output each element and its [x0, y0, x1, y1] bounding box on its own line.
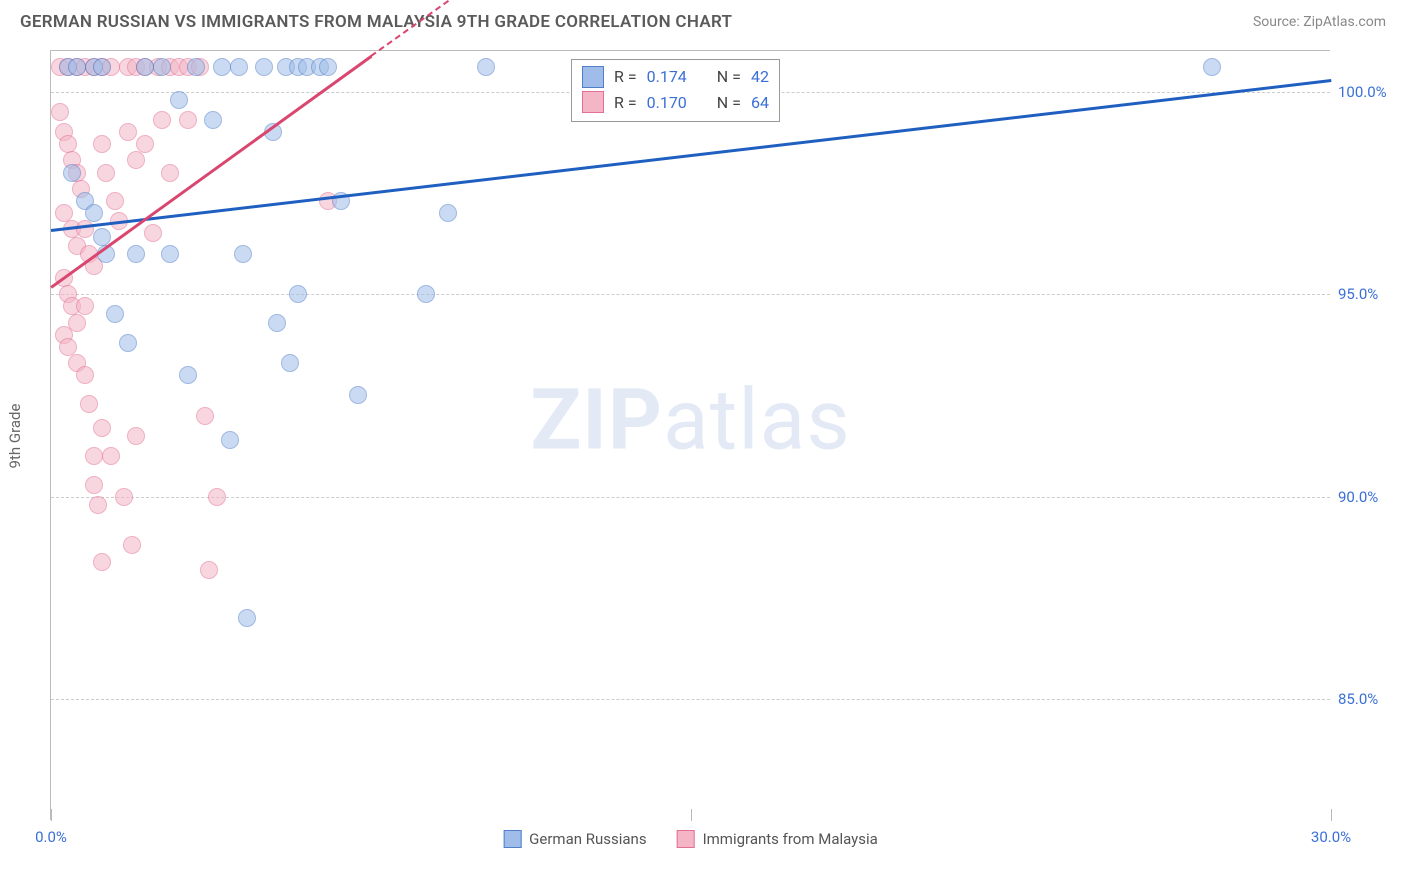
gridline	[51, 294, 1330, 295]
r-label: R =	[614, 90, 637, 116]
x-tick-label: 30.0%	[1311, 828, 1351, 846]
scatter-point	[281, 354, 299, 372]
scatter-point	[136, 135, 154, 153]
scatter-point	[119, 123, 137, 141]
x-tick	[1331, 809, 1332, 821]
y-tick-label: 95.0%	[1338, 285, 1398, 303]
scatter-point	[85, 204, 103, 222]
scatter-point	[80, 395, 98, 413]
scatter-point	[119, 334, 137, 352]
scatter-point	[161, 245, 179, 263]
legend-item: Immigrants from Malaysia	[677, 830, 878, 848]
scatter-point	[51, 103, 69, 121]
correlation-row: R = 0.170 N = 64	[582, 90, 769, 116]
gridline	[51, 699, 1330, 700]
legend-swatch	[503, 830, 521, 848]
n-value: 64	[751, 90, 769, 116]
scatter-point	[477, 58, 495, 76]
scatter-point	[136, 58, 154, 76]
scatter-point	[179, 111, 197, 129]
scatter-point	[123, 536, 141, 554]
legend-label: Immigrants from Malaysia	[703, 830, 878, 848]
y-axis-label: 9th Grade	[6, 403, 24, 468]
scatter-point	[93, 58, 111, 76]
scatter-point	[187, 58, 205, 76]
n-label: N =	[717, 64, 741, 90]
scatter-point	[59, 338, 77, 356]
y-tick-label: 90.0%	[1338, 488, 1398, 506]
scatter-point	[213, 58, 231, 76]
x-tick-label: 0.0%	[35, 828, 67, 846]
legend-swatch	[582, 91, 604, 113]
scatter-point	[221, 431, 239, 449]
scatter-point	[93, 135, 111, 153]
scatter-point	[97, 164, 115, 182]
scatter-point	[289, 285, 307, 303]
scatter-point	[63, 164, 81, 182]
scatter-point	[230, 58, 248, 76]
scatter-point	[127, 245, 145, 263]
r-value: 0.170	[647, 90, 687, 116]
y-tick-label: 100.0%	[1338, 83, 1398, 101]
scatter-point	[68, 58, 86, 76]
scatter-point	[417, 285, 435, 303]
scatter-point	[127, 151, 145, 169]
scatter-point	[196, 407, 214, 425]
scatter-point	[85, 476, 103, 494]
watermark-light: atlas	[663, 371, 851, 470]
scatter-point	[144, 224, 162, 242]
scatter-point	[234, 245, 252, 263]
scatter-point	[439, 204, 457, 222]
scatter-point	[161, 164, 179, 182]
scatter-point	[153, 111, 171, 129]
scatter-point	[208, 488, 226, 506]
scatter-point	[255, 58, 273, 76]
scatter-point	[319, 58, 337, 76]
x-tick	[51, 809, 52, 821]
scatter-point	[153, 58, 171, 76]
scatter-point	[106, 305, 124, 323]
source-label: Source: ZipAtlas.com	[1253, 14, 1386, 30]
scatter-point	[93, 419, 111, 437]
scatter-point	[76, 297, 94, 315]
correlation-row: R = 0.174 N = 42	[582, 64, 769, 90]
scatter-point	[59, 135, 77, 153]
legend-label: German Russians	[529, 830, 646, 848]
x-tick	[691, 809, 692, 821]
scatter-point	[85, 447, 103, 465]
r-value: 0.174	[647, 64, 687, 90]
scatter-point	[76, 366, 94, 384]
scatter-point	[1203, 58, 1221, 76]
gridline	[51, 497, 1330, 498]
series-legend: German Russians Immigrants from Malaysia	[503, 830, 878, 848]
scatter-point	[93, 553, 111, 571]
correlation-legend: R = 0.174 N = 42 R = 0.170 N = 64	[571, 59, 780, 122]
scatter-point	[179, 366, 197, 384]
n-label: N =	[717, 90, 741, 116]
scatter-point	[115, 488, 133, 506]
y-tick-label: 85.0%	[1338, 690, 1398, 708]
scatter-point	[204, 111, 222, 129]
watermark: ZIPatlas	[530, 371, 850, 470]
r-label: R =	[614, 64, 637, 90]
scatter-point	[127, 427, 145, 445]
scatter-point	[55, 204, 73, 222]
legend-swatch	[582, 66, 604, 88]
correlation-scatter-chart: 9th Grade ZIPatlas 85.0%90.0%95.0%100.0%…	[50, 50, 1330, 820]
legend-swatch	[677, 830, 695, 848]
chart-title: GERMAN RUSSIAN VS IMMIGRANTS FROM MALAYS…	[20, 12, 732, 32]
header: GERMAN RUSSIAN VS IMMIGRANTS FROM MALAYS…	[0, 0, 1406, 40]
scatter-point	[170, 91, 188, 109]
scatter-point	[238, 609, 256, 627]
scatter-point	[76, 220, 94, 238]
scatter-point	[349, 386, 367, 404]
scatter-point	[106, 192, 124, 210]
n-value: 42	[751, 64, 769, 90]
watermark-bold: ZIP	[530, 371, 663, 470]
scatter-point	[268, 314, 286, 332]
scatter-point	[89, 496, 107, 514]
scatter-point	[200, 561, 218, 579]
legend-item: German Russians	[503, 830, 646, 848]
scatter-point	[102, 447, 120, 465]
